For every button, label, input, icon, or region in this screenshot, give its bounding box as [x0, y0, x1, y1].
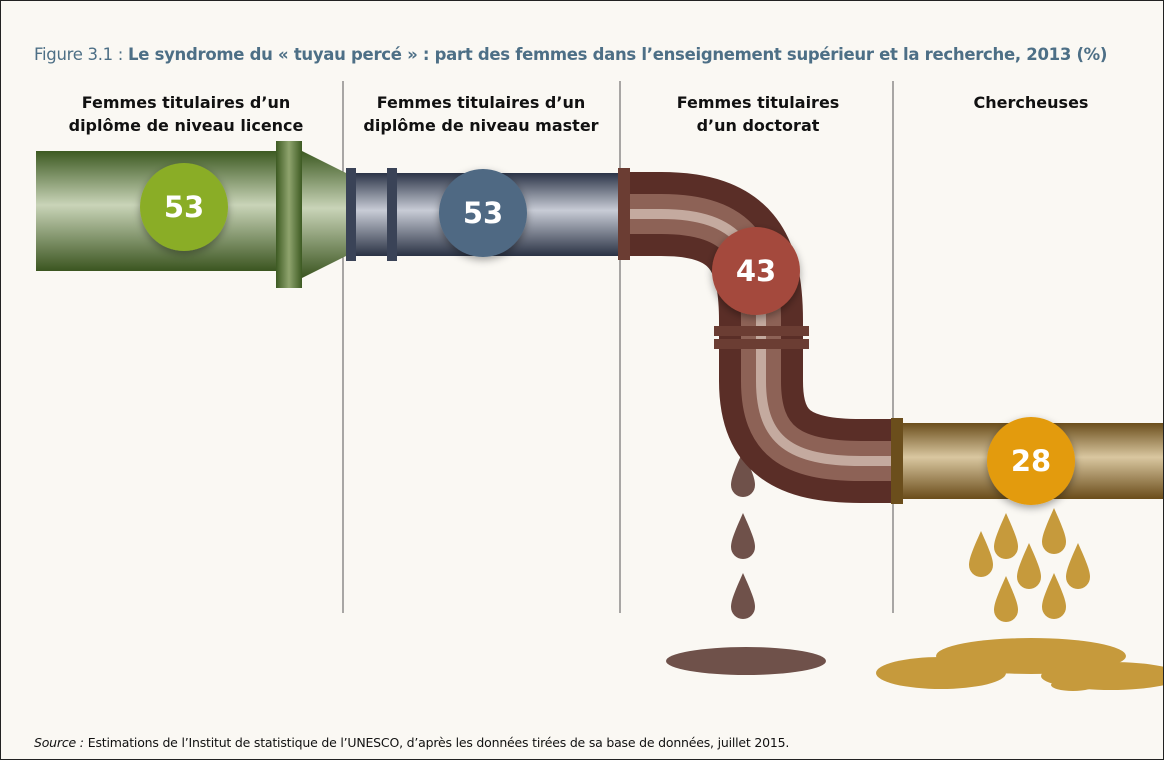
value-label: 28 [1011, 444, 1051, 478]
drop [994, 576, 1018, 622]
value-label: 53 [164, 190, 204, 224]
value-label: 43 [736, 254, 776, 288]
category-label: Femmes titulaires d’un diplôme de niveau… [341, 91, 621, 137]
drop [731, 513, 755, 559]
infographic: 53 53 43 28 Figure 3.1 : Le syndrome du « t… [0, 0, 1164, 760]
drop [1042, 508, 1066, 554]
drop [994, 513, 1018, 559]
drop [969, 531, 993, 577]
drop [1042, 573, 1066, 619]
title-text: Le syndrome du « tuyau percé » : part de… [128, 45, 1107, 64]
drop [1017, 543, 1041, 589]
category-label: Femmes titulaires d’un diplôme de niveau… [46, 91, 326, 137]
chart-title: Figure 3.1 : Le syndrome du « tuyau perc… [34, 45, 1107, 64]
drop [1066, 543, 1090, 589]
source-text: Estimations de l’Institut de statistique… [88, 735, 789, 750]
category-label: Chercheuses [891, 91, 1164, 114]
category-label: Femmes titulaires d’un doctorat [658, 91, 858, 137]
puddles [666, 638, 1163, 691]
source: Source : Estimations de l’Institut de sta… [34, 735, 789, 750]
dividers [343, 81, 893, 613]
figure-label: Figure 3.1 : [34, 45, 123, 64]
value-label: 53 [463, 196, 503, 230]
source-label: Source : [34, 735, 84, 750]
drop [731, 573, 755, 619]
